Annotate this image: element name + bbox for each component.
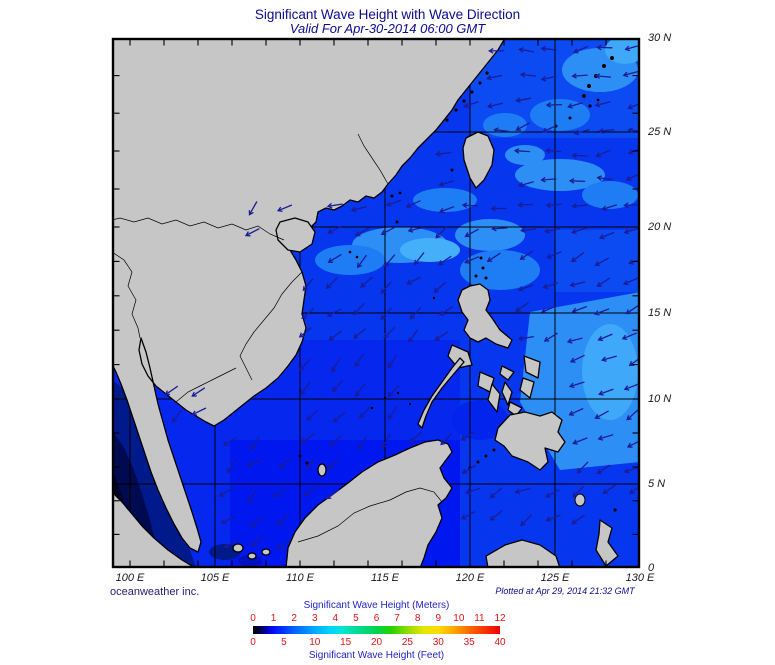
lat-label: 0 <box>648 562 655 574</box>
lon-label: 130 E <box>625 572 655 584</box>
legend-feet-tick: 10 <box>309 637 321 648</box>
frame-ticks <box>114 40 638 566</box>
lat-label: 20 N <box>648 221 672 233</box>
lon-label: 120 E <box>455 572 485 584</box>
lat-label: 15 N <box>648 307 672 319</box>
legend-meters-tick: 4 <box>332 613 339 624</box>
legend-colorbar <box>253 626 500 634</box>
lat-label: 10 N <box>648 393 672 405</box>
legend-feet-tick: 40 <box>494 637 506 648</box>
legend-meters-tick: 11 <box>474 613 485 624</box>
legend-meters-tick: 6 <box>373 613 380 624</box>
legend-meters-tick: 9 <box>435 613 442 624</box>
lon-label: 105 E <box>200 572 230 584</box>
legend-meters-tick: 10 <box>453 613 465 624</box>
legend-feet-tick: 5 <box>281 637 287 648</box>
legend-meters-tick: 12 <box>494 613 506 624</box>
map-frame <box>111 37 641 569</box>
legend-meters-tick: 0 <box>250 613 256 624</box>
legend-meters-ticks: 0 1 2 3 4 5 6 7 8 9 10 11 12 <box>250 613 505 624</box>
page-title: Significant Wave Height with Wave Direct… <box>254 7 521 22</box>
lon-label: 125 E <box>540 572 570 584</box>
lat-label: 30 N <box>648 32 672 44</box>
legend-feet-tick: 25 <box>401 637 413 648</box>
plotted-timestamp: Plotted at Apr 29, 2014 21:32 GMT <box>495 586 635 596</box>
lat-label: 25 N <box>648 126 672 138</box>
lon-label: 110 E <box>286 572 314 584</box>
legend-meters-tick: 2 <box>291 613 297 624</box>
lon-label: 100 E <box>115 572 145 584</box>
credit-text: oceanweather inc. <box>110 586 200 598</box>
legend-feet-tick: 30 <box>432 637 444 648</box>
legend-feet-tick: 35 <box>463 637 475 648</box>
legend-meters-tick: 3 <box>311 613 318 624</box>
legend-meters-tick: 5 <box>353 613 359 624</box>
valid-time-subtitle: Valid For Apr-30-2014 06:00 GMT <box>289 21 486 36</box>
legend-feet-tick: 20 <box>370 637 383 648</box>
legend-feet-ticks: 0 5 10 15 20 25 30 35 40 <box>250 637 505 648</box>
legend-feet-tick: 15 <box>340 637 352 648</box>
legend-feet-tick: 0 <box>250 637 256 648</box>
lon-label: 115 E <box>371 572 399 584</box>
legend-meters-label: Significant Wave Height (Meters) <box>303 600 450 611</box>
map-graphics <box>113 39 639 567</box>
legend-meters-tick: 1 <box>270 613 277 624</box>
legend-meters-tick: 8 <box>414 613 421 624</box>
legend-meters-tick: 7 <box>394 613 400 624</box>
legend-feet-label: Significant Wave Height (Feet) <box>308 650 445 661</box>
wave-direction-arrows <box>164 44 639 550</box>
lat-label: 5 N <box>648 478 666 490</box>
